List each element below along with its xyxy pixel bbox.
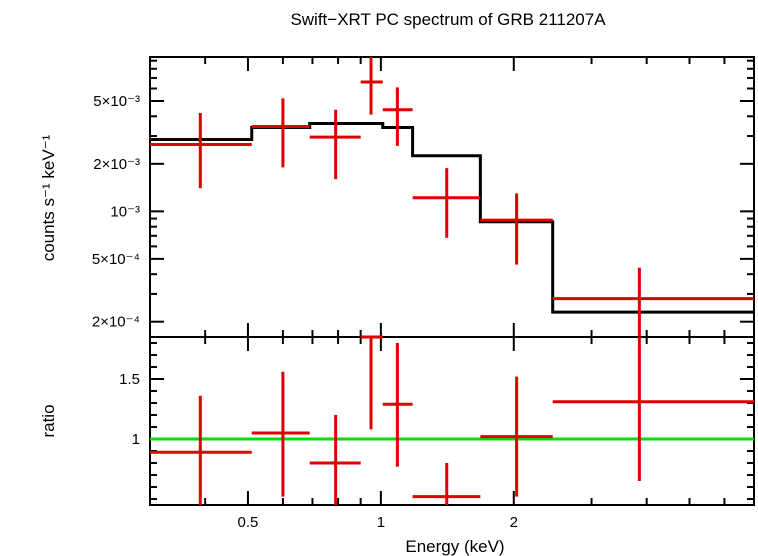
y-tick-label-spectrum: 10⁻³ bbox=[110, 203, 140, 220]
plot-area: 2×10⁻⁴ 5×10⁻⁴ 10⁻³ 2×10⁻³ 5×10⁻³ 1 1.5 0.5 1 2 bbox=[92, 56, 755, 531]
y-tick-label-spectrum: 5×10⁻⁴ bbox=[92, 251, 140, 268]
y-axis-label-spectrum: counts s⁻¹ keV⁻¹ bbox=[39, 134, 58, 261]
plot-frame-ratio bbox=[149, 336, 755, 506]
x-tick-label: 2 bbox=[510, 514, 518, 531]
x-axis-label: Energy (keV) bbox=[405, 537, 504, 556]
y-tick-label-spectrum: 2×10⁻⁴ bbox=[92, 314, 140, 331]
y-tick-label-spectrum: 2×10⁻³ bbox=[93, 156, 140, 173]
chart-title: Swift−XRT PC spectrum of GRB 211207A bbox=[290, 10, 606, 29]
y-axis-label-ratio: ratio bbox=[39, 404, 58, 437]
x-tick-label: 0.5 bbox=[238, 514, 259, 531]
y-tick-label-spectrum: 5×10⁻³ bbox=[93, 93, 140, 110]
y-tick-label-ratio: 1 bbox=[132, 431, 140, 448]
model-step-line bbox=[150, 122, 754, 314]
x-tick-label: 1 bbox=[377, 514, 385, 531]
y-tick-label-ratio: 1.5 bbox=[119, 371, 140, 388]
